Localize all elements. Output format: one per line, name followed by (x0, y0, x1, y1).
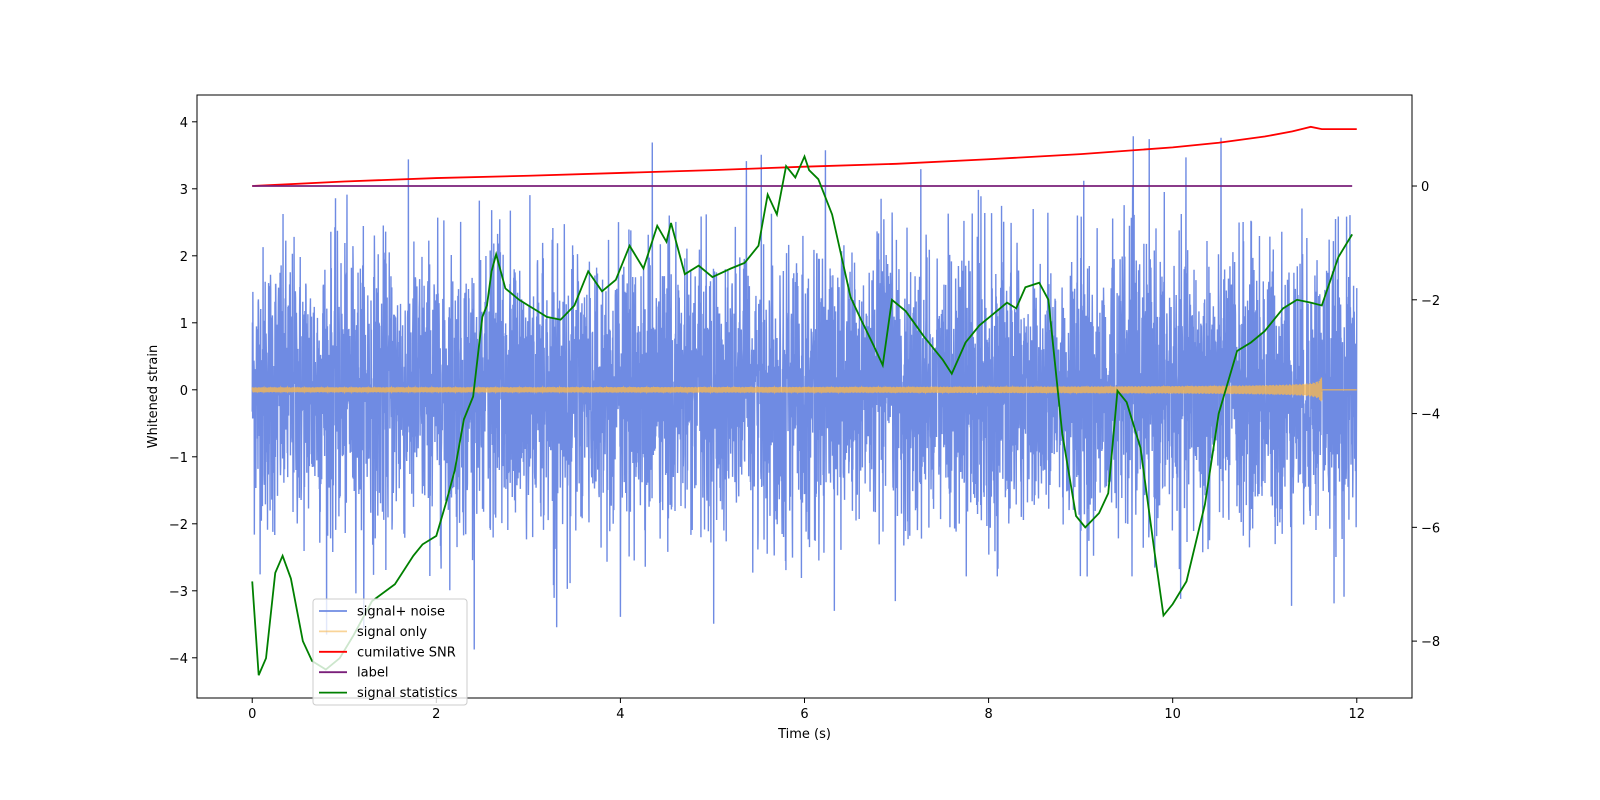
legend-entry: cumilative SNR (357, 645, 456, 660)
y-tick-label: 4 (180, 116, 188, 131)
y2-tick-label: −6 (1421, 521, 1440, 536)
y2-tick-label: −4 (1421, 408, 1440, 423)
x-tick-label: 2 (432, 707, 440, 722)
x-tick-label: 0 (248, 707, 256, 722)
y2-tick-label: 0 (1421, 180, 1429, 195)
y2-tick-label: −2 (1421, 294, 1440, 309)
plot-area (251, 125, 1358, 676)
y-tick-label: −3 (169, 585, 188, 600)
x-tick-label: 8 (984, 707, 992, 722)
y-tick-label: 3 (180, 183, 188, 198)
legend-entry: signal statistics (357, 686, 458, 701)
legend: signal+ noise signal only cumilative SNR la… (312, 598, 468, 706)
series-signal-only-line (251, 377, 1357, 402)
y-tick-label: −2 (169, 518, 188, 533)
y-tick-label: −4 (169, 652, 188, 667)
series-group (251, 125, 1358, 676)
y-tick-label: 0 (180, 384, 188, 399)
series-signal-statistics-line (251, 153, 1353, 676)
x-tick-label: 4 (616, 707, 624, 722)
x-tick-label: 10 (1164, 707, 1181, 722)
series-cumulative-snr-line (252, 125, 1357, 187)
legend-entry: signal+ noise (357, 605, 445, 620)
legend-box (312, 598, 468, 706)
y-tick-label: 2 (180, 250, 188, 265)
y2-tick-label: −8 (1421, 635, 1440, 650)
legend-entry: signal only (357, 625, 427, 640)
x-tick-label: 12 (1348, 707, 1365, 722)
x-tick-label: 6 (800, 707, 808, 722)
legend-entry: label (357, 666, 388, 681)
series-signal-noise-line (251, 136, 1358, 650)
y-tick-label: 1 (180, 317, 188, 332)
y-tick-label: −1 (169, 451, 188, 466)
x-axis-label: Time (s) (777, 727, 831, 742)
y-axis-label: Whitened strain (146, 345, 161, 448)
